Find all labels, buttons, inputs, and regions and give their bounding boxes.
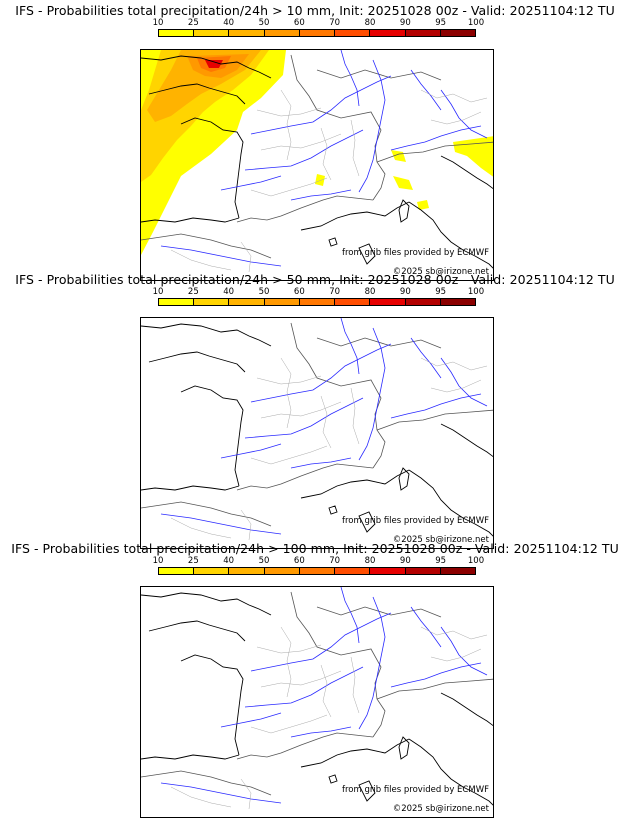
colorbar-tick-label: 70 <box>329 18 341 28</box>
colorbar-tick-label: 40 <box>223 287 235 297</box>
colorbar-swatch <box>335 299 371 305</box>
colorbar-tick-label: 70 <box>329 556 341 566</box>
colorbar-tick-label: 25 <box>187 556 199 566</box>
map-graphic: from grib files provided by ECMWF ©2025 … <box>141 587 493 814</box>
credit-copyright: ©2025 sb@irizone.net <box>393 267 490 277</box>
colorbar-tick-label: 25 <box>187 287 199 297</box>
credit-source: from grib files provided by ECMWF <box>342 248 489 258</box>
colorbar-swatch <box>335 30 371 36</box>
colorbar-swatch <box>194 30 230 36</box>
colorbar-tick-label: 50 <box>258 287 270 297</box>
colorbar-tick-label: 60 <box>293 556 305 566</box>
colorbar-swatch <box>440 299 475 305</box>
colorbar-swatch <box>194 299 230 305</box>
colorbar-swatch <box>229 299 265 305</box>
regions <box>170 357 488 541</box>
colorbar-tick-label: 40 <box>223 18 235 28</box>
rivers <box>160 587 488 804</box>
colorbar-swatch <box>370 568 406 574</box>
colorbar-swatch <box>299 30 336 36</box>
colorbar-tick-label: 100 <box>467 556 485 566</box>
colorbar-tick-label: 25 <box>187 18 199 28</box>
colorbar-ticks: 10 25 40 50 60 70 80 90 95 100 <box>153 556 485 566</box>
colorbar-swatch <box>405 299 441 305</box>
credit-source: from grib files provided by ECMWF <box>342 516 489 526</box>
panel-title: IFS - Probabilities total precipitation/… <box>15 3 615 18</box>
colorbar-swatch <box>159 299 195 305</box>
colorbar-swatch <box>299 299 336 305</box>
colorbar-tick-label: 95 <box>435 287 447 297</box>
colorbar-tick-label: 80 <box>364 18 376 28</box>
colorbar-tick-label: 60 <box>293 287 305 297</box>
borders <box>141 54 493 259</box>
colorbar-ticks: 10 25 40 50 60 70 80 90 95 100 <box>153 18 485 28</box>
colorbar-swatches <box>158 298 476 306</box>
panel-title: IFS - Probabilities total precipitation/… <box>15 272 615 287</box>
colorbar-swatch <box>194 568 230 574</box>
coastlines <box>141 55 493 269</box>
colorbar-tick-label: 95 <box>435 556 447 566</box>
credit-source: from grib files provided by ECMWF <box>342 785 489 795</box>
colorbar-swatch <box>159 568 195 574</box>
colorbar-swatch <box>440 30 475 36</box>
colorbar-tick-label: 100 <box>467 18 485 28</box>
regions <box>170 626 488 810</box>
rivers <box>160 318 488 535</box>
colorbar-tick-label: 90 <box>399 18 411 28</box>
colorbar-swatches <box>158 567 476 575</box>
map-50mm[interactable]: from grib files provided by ECMWF ©2025 … <box>140 317 494 549</box>
colorbar-tick-label: 60 <box>293 18 305 28</box>
colorbar-tick-label: 50 <box>258 556 270 566</box>
colorbar-ticks: 10 25 40 50 60 70 80 90 95 100 <box>153 287 485 297</box>
coastlines <box>141 592 493 806</box>
colorbar-tick-label: 10 <box>152 287 164 297</box>
colorbar-swatch <box>405 568 441 574</box>
colorbar-swatch <box>229 568 265 574</box>
colorbar-swatch <box>159 30 195 36</box>
colorbar-swatch <box>370 299 406 305</box>
colorbar-tick-label: 90 <box>399 556 411 566</box>
colorbar-tick-label: 70 <box>329 287 341 297</box>
colorbar-tick-label: 10 <box>152 556 164 566</box>
colorbar-swatch <box>299 568 336 574</box>
map-10mm[interactable]: from grib files provided by ECMWF ©2025 … <box>140 49 494 281</box>
colorbar-tick-label: 40 <box>223 556 235 566</box>
colorbar-tick-label: 10 <box>152 18 164 28</box>
colorbar-swatch <box>440 568 475 574</box>
colorbar: 10 25 40 50 60 70 80 90 95 100 <box>153 287 485 308</box>
regions <box>170 89 488 273</box>
colorbar-swatch <box>264 299 300 305</box>
colorbar-tick-label: 80 <box>364 287 376 297</box>
credit-copyright: ©2025 sb@irizone.net <box>393 535 490 545</box>
colorbar-swatch <box>405 30 441 36</box>
map-graphic: from grib files provided by ECMWF ©2025 … <box>141 318 493 545</box>
borders <box>141 591 493 796</box>
colorbar-swatch <box>229 30 265 36</box>
colorbar-swatch <box>264 30 300 36</box>
precip-shading <box>141 50 493 255</box>
credit-copyright: ©2025 sb@irizone.net <box>393 804 490 814</box>
colorbar-swatch <box>264 568 300 574</box>
map-100mm[interactable]: from grib files provided by ECMWF ©2025 … <box>140 586 494 818</box>
panel-10mm: IFS - Probabilities total precipitation/… <box>0 3 630 281</box>
panel-title: IFS - Probabilities total precipitation/… <box>11 541 619 556</box>
borders <box>141 322 493 527</box>
panel-50mm: IFS - Probabilities total precipitation/… <box>0 272 630 549</box>
colorbar-swatches <box>158 29 476 37</box>
colorbar-tick-label: 90 <box>399 287 411 297</box>
colorbar: 10 25 40 50 60 70 80 90 95 100 <box>153 556 485 577</box>
colorbar-tick-label: 50 <box>258 18 270 28</box>
colorbar-tick-label: 100 <box>467 287 485 297</box>
coastlines <box>141 323 493 537</box>
panel-100mm: IFS - Probabilities total precipitation/… <box>0 541 630 818</box>
colorbar-swatch <box>370 30 406 36</box>
colorbar-tick-label: 95 <box>435 18 447 28</box>
map-graphic: from grib files provided by ECMWF ©2025 … <box>141 50 493 277</box>
colorbar-tick-label: 80 <box>364 556 376 566</box>
colorbar: 10 25 40 50 60 70 80 90 95 100 <box>153 18 485 39</box>
rivers <box>160 50 488 267</box>
colorbar-swatch <box>335 568 371 574</box>
